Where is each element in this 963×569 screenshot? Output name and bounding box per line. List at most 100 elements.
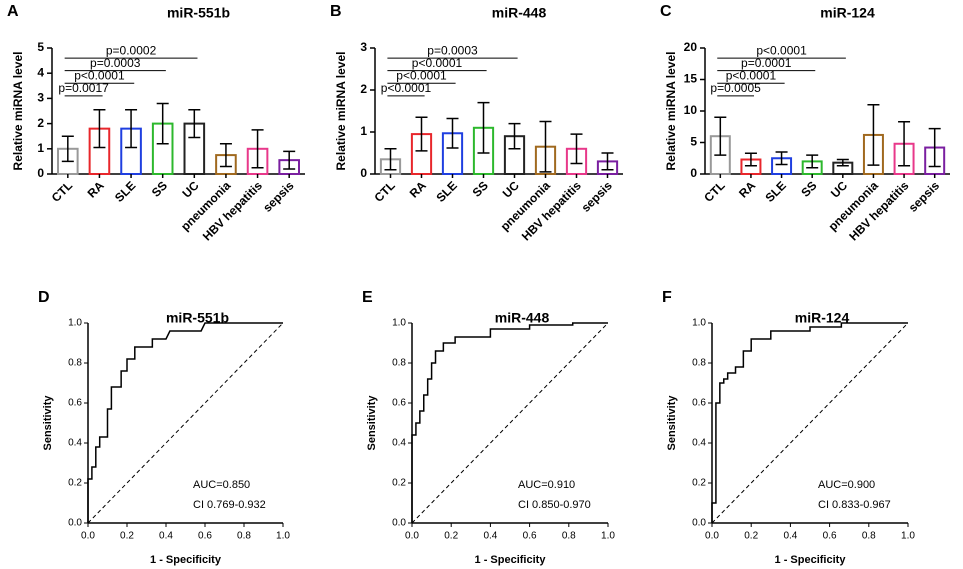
- x-tick-label: 1.0: [901, 531, 915, 542]
- y-tick-label: 10: [684, 103, 698, 117]
- error-bar: [539, 120, 552, 173]
- x-tick-label: 0.4: [483, 531, 497, 542]
- panel-letter: E: [362, 289, 373, 306]
- x-tick-label: 0.2: [744, 531, 758, 542]
- x-tick-label: CTL: [371, 178, 397, 204]
- error-bar: [601, 152, 614, 171]
- auc-label: AUC=0.900: [818, 479, 875, 491]
- x-tick-label: UC: [500, 178, 522, 200]
- chart-title: miR-551b: [167, 5, 230, 21]
- error-bar: [898, 120, 911, 167]
- y-tick-label: 0.6: [392, 398, 406, 409]
- error-bar: [836, 158, 849, 167]
- x-tick-label: 0.0: [705, 531, 719, 542]
- y-axis-label: Relative miRNA level: [334, 52, 348, 171]
- annotation: p=0.0003: [427, 43, 478, 57]
- error-bar: [125, 108, 138, 149]
- x-tick-label: SLE: [433, 178, 459, 204]
- x-tick-label: 1.0: [276, 531, 290, 542]
- chart-title: miR-448: [492, 5, 547, 21]
- ci-label: CI 0.769-0.932: [193, 499, 266, 511]
- y-tick-label: 0.0: [392, 518, 406, 529]
- y-axis-label: Relative miRNA level: [664, 52, 678, 171]
- error-bar: [156, 102, 169, 145]
- error-bar: [570, 133, 583, 165]
- error-bar: [867, 103, 880, 166]
- reference-line: [87, 322, 284, 524]
- y-tick-label: 5: [690, 135, 697, 149]
- x-axis-label: 1 - Specificity: [775, 554, 847, 566]
- y-axis-label: Relative miRNA level: [11, 52, 25, 171]
- y-axis-label: Sensitivity: [366, 395, 378, 451]
- x-tick-label: sepsis: [906, 178, 943, 215]
- annotation: p<0.0001: [726, 68, 777, 82]
- x-axis-label: 1 - Specificity: [475, 554, 547, 566]
- error-bar: [775, 151, 788, 166]
- annotation: p=0.0005: [710, 81, 761, 95]
- panel-letter: C: [660, 3, 672, 20]
- roc-curve: [87, 322, 283, 523]
- ci-label: CI 0.850-0.970: [518, 499, 591, 511]
- error-bar: [508, 122, 521, 150]
- y-tick-label: 1: [360, 124, 367, 138]
- error-bar: [61, 135, 74, 163]
- y-axis-label: Sensitivity: [666, 395, 678, 451]
- error-bar: [283, 150, 296, 170]
- y-axis-label: Sensitivity: [42, 395, 54, 451]
- panel-letter: B: [330, 3, 342, 20]
- roc-curve: [711, 322, 908, 523]
- error-bar: [384, 148, 397, 171]
- x-tick-label: 0.4: [783, 531, 797, 542]
- y-tick-label: 0: [360, 166, 367, 180]
- y-tick-label: 3: [37, 91, 44, 105]
- y-tick-label: 0.8: [692, 358, 706, 369]
- y-tick-label: 0.2: [692, 478, 706, 489]
- chart-title: miR-448: [495, 310, 550, 326]
- y-tick-label: 0: [37, 166, 44, 180]
- x-tick-label: 0.4: [159, 531, 173, 542]
- x-tick-label: SLE: [112, 178, 138, 204]
- x-tick-label: SS: [798, 178, 819, 199]
- annotation: p<0.0001: [74, 68, 125, 82]
- x-tick-label: 0.8: [237, 531, 251, 542]
- y-tick-label: 1.0: [68, 318, 82, 329]
- x-tick-label: SLE: [763, 178, 789, 204]
- x-tick-label: RA: [736, 178, 758, 200]
- x-tick-label: 0.8: [862, 531, 876, 542]
- annotation: p<0.0001: [756, 43, 807, 57]
- chart-title: miR-124: [795, 310, 850, 326]
- x-tick-label: UC: [828, 178, 850, 200]
- panel-letter: D: [38, 289, 50, 306]
- y-tick-label: 3: [360, 40, 367, 54]
- x-tick-label: 0.0: [81, 531, 95, 542]
- roc-curve: [411, 322, 608, 523]
- y-tick-label: 5: [37, 40, 44, 54]
- x-tick-label: UC: [180, 178, 202, 200]
- x-tick-label: 0.2: [120, 531, 134, 542]
- error-bar: [446, 117, 459, 149]
- x-tick-label: sepsis: [579, 178, 616, 215]
- x-tick-label: 0.6: [523, 531, 537, 542]
- y-tick-label: 0.0: [692, 518, 706, 529]
- y-tick-label: 0.6: [68, 398, 82, 409]
- y-tick-label: 15: [684, 72, 698, 86]
- y-tick-label: 0.4: [692, 438, 706, 449]
- x-tick-label: sepsis: [260, 178, 297, 215]
- reference-line: [411, 322, 609, 524]
- y-tick-label: 1: [37, 141, 44, 155]
- y-tick-label: 0.4: [392, 438, 406, 449]
- y-tick-label: 20: [684, 40, 698, 54]
- y-tick-label: 2: [37, 116, 44, 130]
- annotation: p<0.0001: [412, 56, 463, 70]
- error-bar: [928, 127, 941, 168]
- x-tick-label: CTL: [701, 178, 727, 204]
- y-tick-label: 0.8: [68, 358, 82, 369]
- y-tick-label: 0.4: [68, 438, 82, 449]
- error-bar: [219, 143, 232, 168]
- panel-letter: A: [7, 3, 19, 20]
- error-bar: [806, 154, 819, 169]
- y-tick-label: 0.6: [692, 398, 706, 409]
- y-tick-label: 1.0: [692, 318, 706, 329]
- y-tick-label: 0.2: [392, 478, 406, 489]
